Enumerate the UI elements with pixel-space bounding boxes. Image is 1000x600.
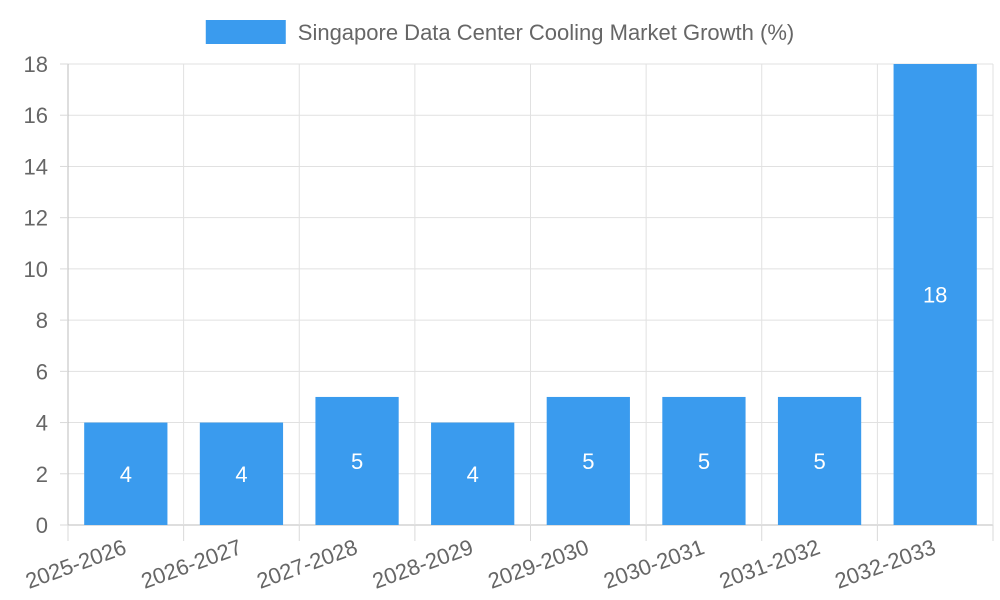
grid <box>67 63 994 526</box>
y-tick-label: 18 <box>24 52 48 77</box>
x-tick-label: 2030-2031 <box>600 534 707 593</box>
y-tick-label: 2 <box>36 462 48 487</box>
y-tick-label: 8 <box>36 308 48 333</box>
bars <box>84 64 977 525</box>
bar-value-label: 4 <box>467 462 479 487</box>
x-tick-label: 2029-2030 <box>485 534 592 593</box>
x-tick-label: 2027-2028 <box>253 534 360 593</box>
x-tick-label: 2026-2027 <box>138 534 245 593</box>
data-labels: 4 4 5 4 5 5 5 18 <box>120 283 948 487</box>
y-tick-label: 4 <box>36 411 48 436</box>
bar-value-label: 4 <box>235 462 247 487</box>
y-tick-label: 14 <box>24 154 48 179</box>
bar-value-label: 5 <box>698 449 710 474</box>
x-tick-label: 2032-2033 <box>831 534 938 593</box>
y-tick-label: 12 <box>24 206 48 231</box>
bar[interactable] <box>893 64 977 525</box>
bar[interactable] <box>315 396 399 525</box>
bar[interactable] <box>84 422 168 525</box>
y-tick-label: 6 <box>36 359 48 384</box>
y-tick-label: 0 <box>36 513 48 538</box>
x-tick-label: 2031-2032 <box>716 534 823 593</box>
bar[interactable] <box>431 422 515 525</box>
bar-value-label: 5 <box>582 449 594 474</box>
bar-value-label: 4 <box>120 462 132 487</box>
bar[interactable] <box>777 396 862 525</box>
y-tick-label: 16 <box>24 103 48 128</box>
bar[interactable] <box>199 422 284 525</box>
x-tick-label: 2028-2029 <box>369 534 476 593</box>
bar[interactable] <box>662 396 746 525</box>
bar-value-label: 5 <box>813 449 825 474</box>
x-tick-label: 2025-2026 <box>22 534 129 593</box>
legend-swatch[interactable] <box>205 20 286 44</box>
legend-label[interactable]: Singapore Data Center Cooling Market Gro… <box>298 20 794 45</box>
y-tick-label: 10 <box>24 257 48 282</box>
bar-value-label: 18 <box>923 283 947 308</box>
legend[interactable]: Singapore Data Center Cooling Market Gro… <box>205 20 794 45</box>
bar[interactable] <box>546 396 630 525</box>
bar-value-label: 5 <box>351 449 363 474</box>
